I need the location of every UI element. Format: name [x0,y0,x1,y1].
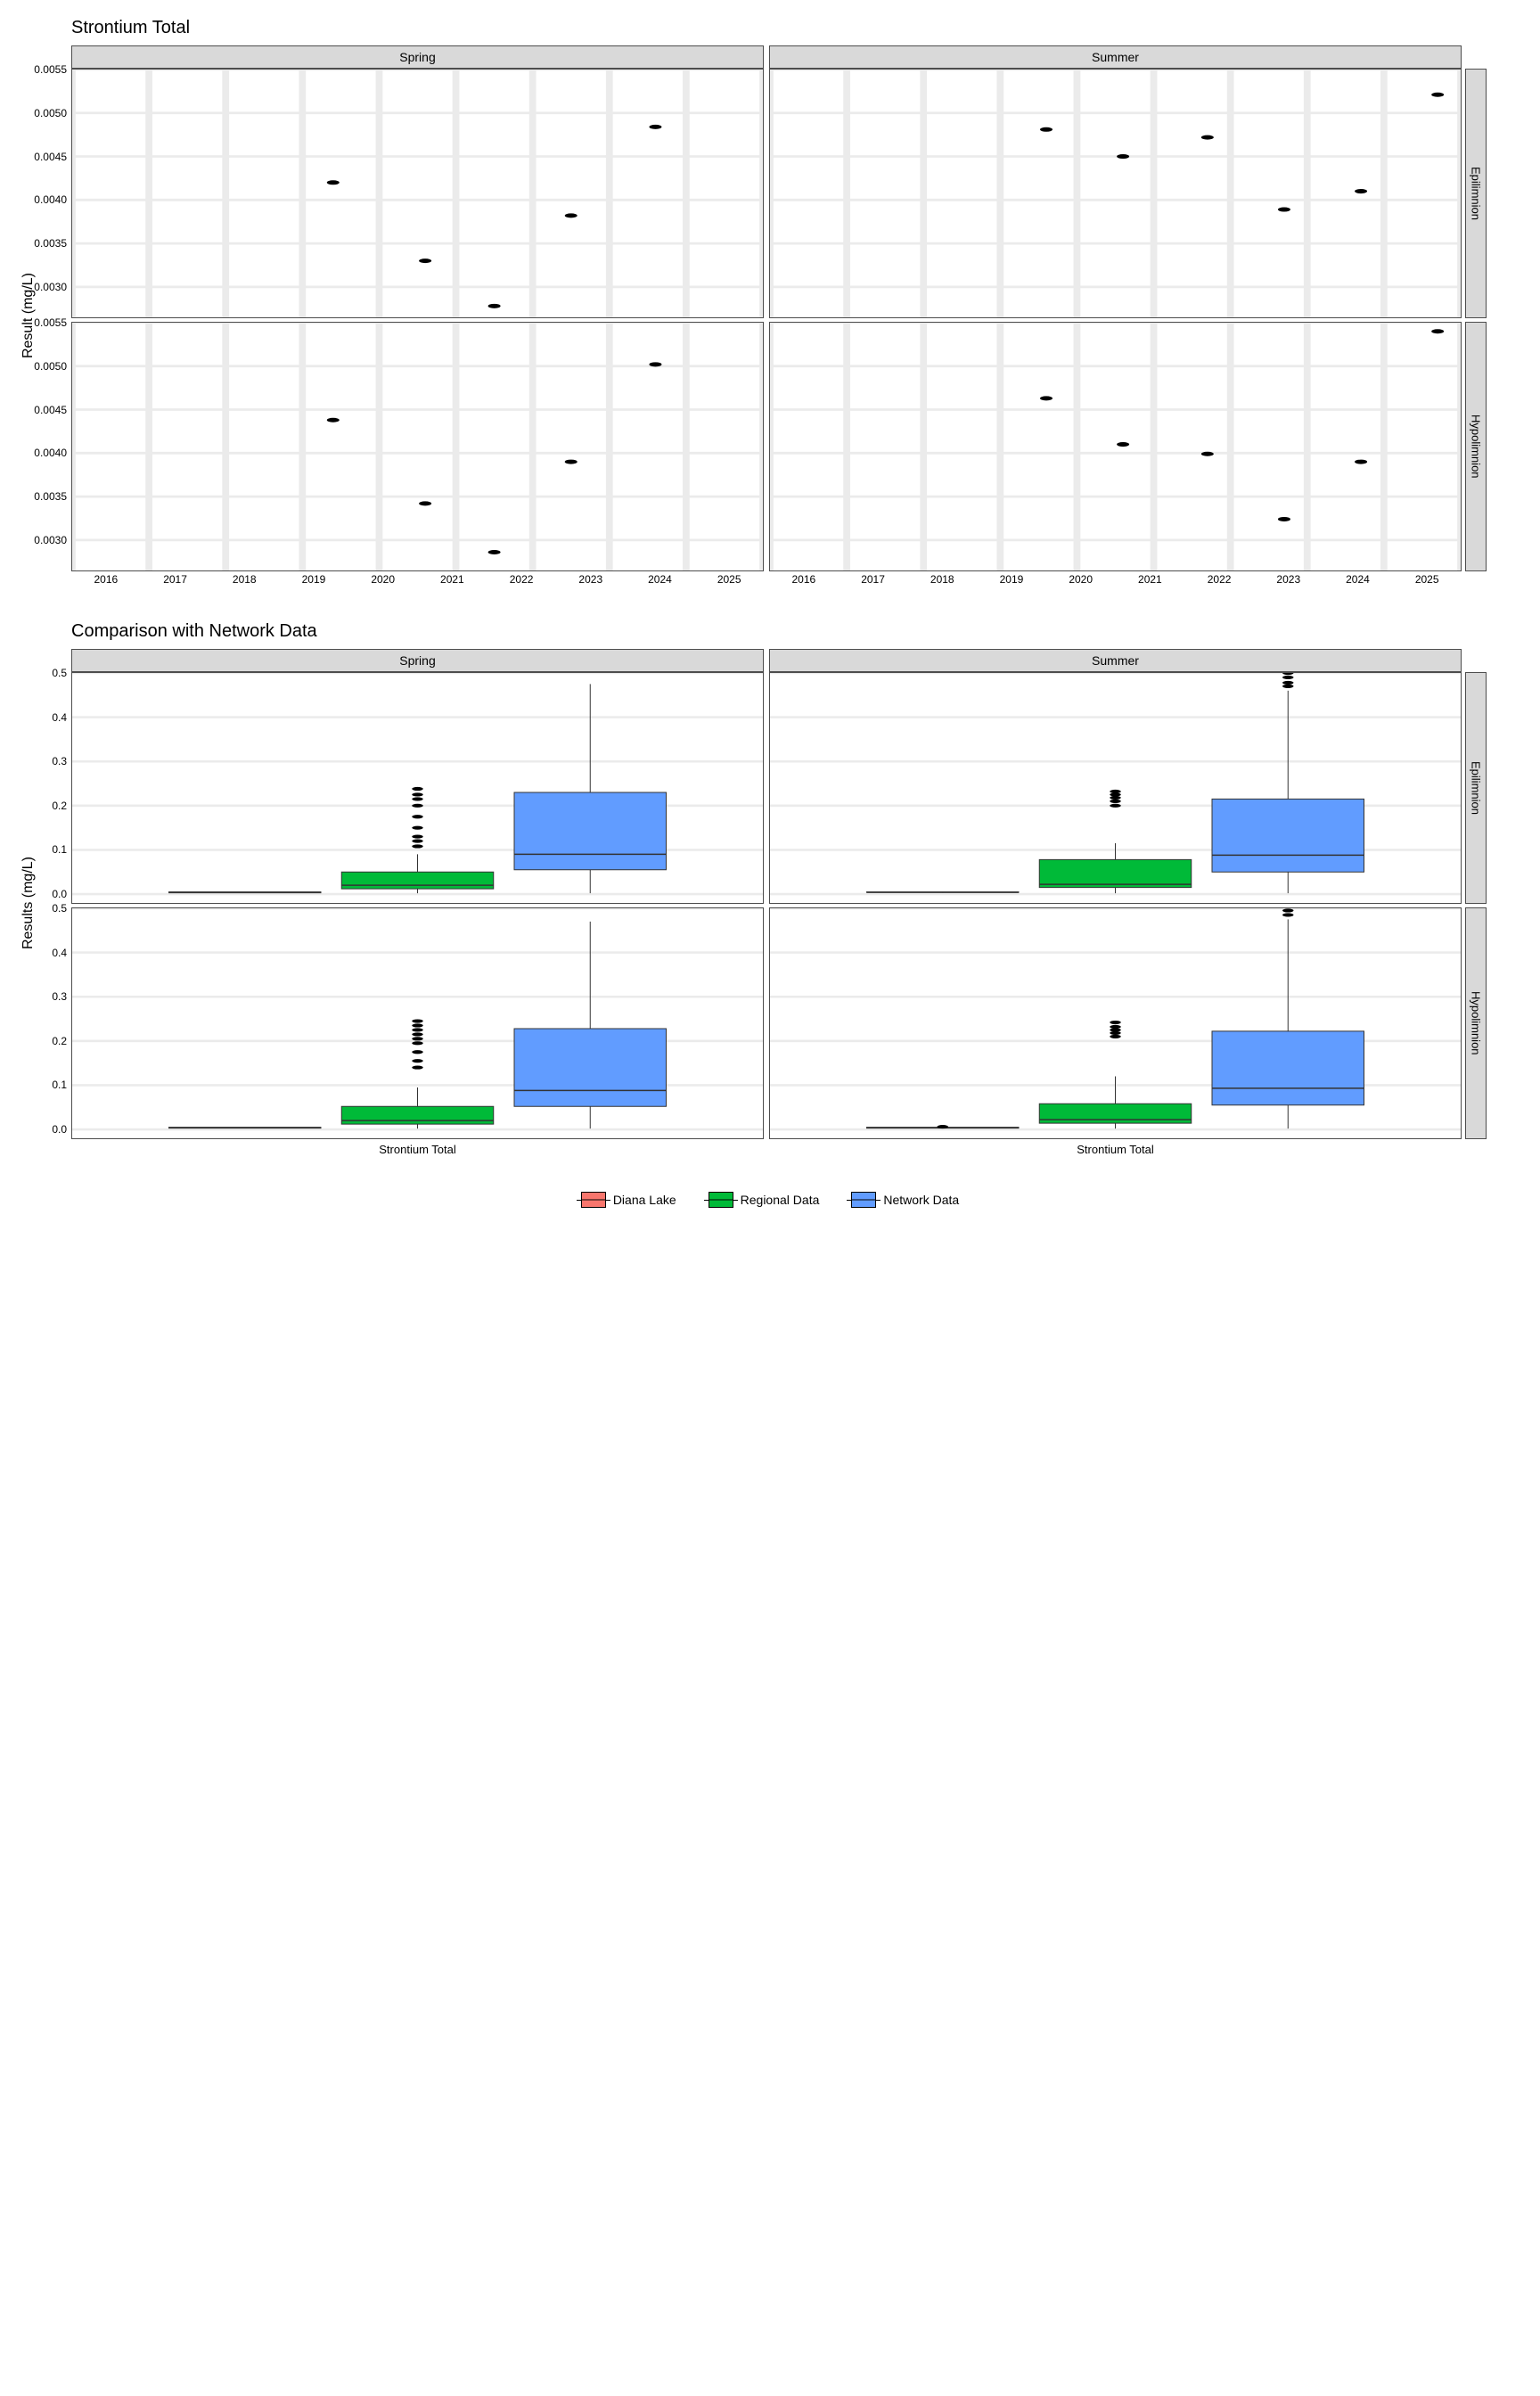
scatter-facet-grid: Result (mg/L) SpringSummer0.00300.00350.… [71,45,1487,586]
box-y-axis-label: Results (mg/L) [20,856,37,948]
legend-label: Diana Lake [613,1193,676,1207]
col-strip: Summer [769,649,1462,672]
col-strip: Spring [71,45,764,69]
legend-item: Network Data [851,1192,959,1208]
row-strip: Hypolimnion [1465,907,1487,1139]
box-title: Comparison with Network Data [71,621,1522,642]
row-strip: Hypolimnion [1465,322,1487,571]
box-panel [769,907,1462,1139]
x-category-label: Strontium Total [71,1139,764,1156]
legend-item: Diana Lake [581,1192,676,1208]
scatter-panel [769,69,1462,318]
box-panel: 0.00.10.20.30.40.5 [71,672,764,904]
box-panel: 0.00.10.20.30.40.5 [71,907,764,1139]
col-strip: Spring [71,649,764,672]
scatter-panel: 0.00300.00350.00400.00450.00500.0055 [71,322,764,571]
box-panel [769,672,1462,904]
scatter-chart: Strontium Total Result (mg/L) SpringSumm… [18,18,1522,586]
legend: Diana Lake Regional Data Network Data [18,1192,1522,1208]
box-facet-grid: Results (mg/L) SpringSummer0.00.10.20.30… [71,649,1487,1156]
row-strip: Epilimnion [1465,69,1487,318]
legend-label: Regional Data [741,1193,820,1207]
scatter-title: Strontium Total [71,18,1522,38]
legend-label: Network Data [883,1193,959,1207]
scatter-panel: 0.00300.00350.00400.00450.00500.0055 [71,69,764,318]
scatter-panel [769,322,1462,571]
col-strip: Summer [769,45,1462,69]
row-strip: Epilimnion [1465,672,1487,904]
legend-item: Regional Data [709,1192,820,1208]
box-chart: Comparison with Network Data Results (mg… [18,621,1522,1156]
x-category-label: Strontium Total [769,1139,1462,1156]
